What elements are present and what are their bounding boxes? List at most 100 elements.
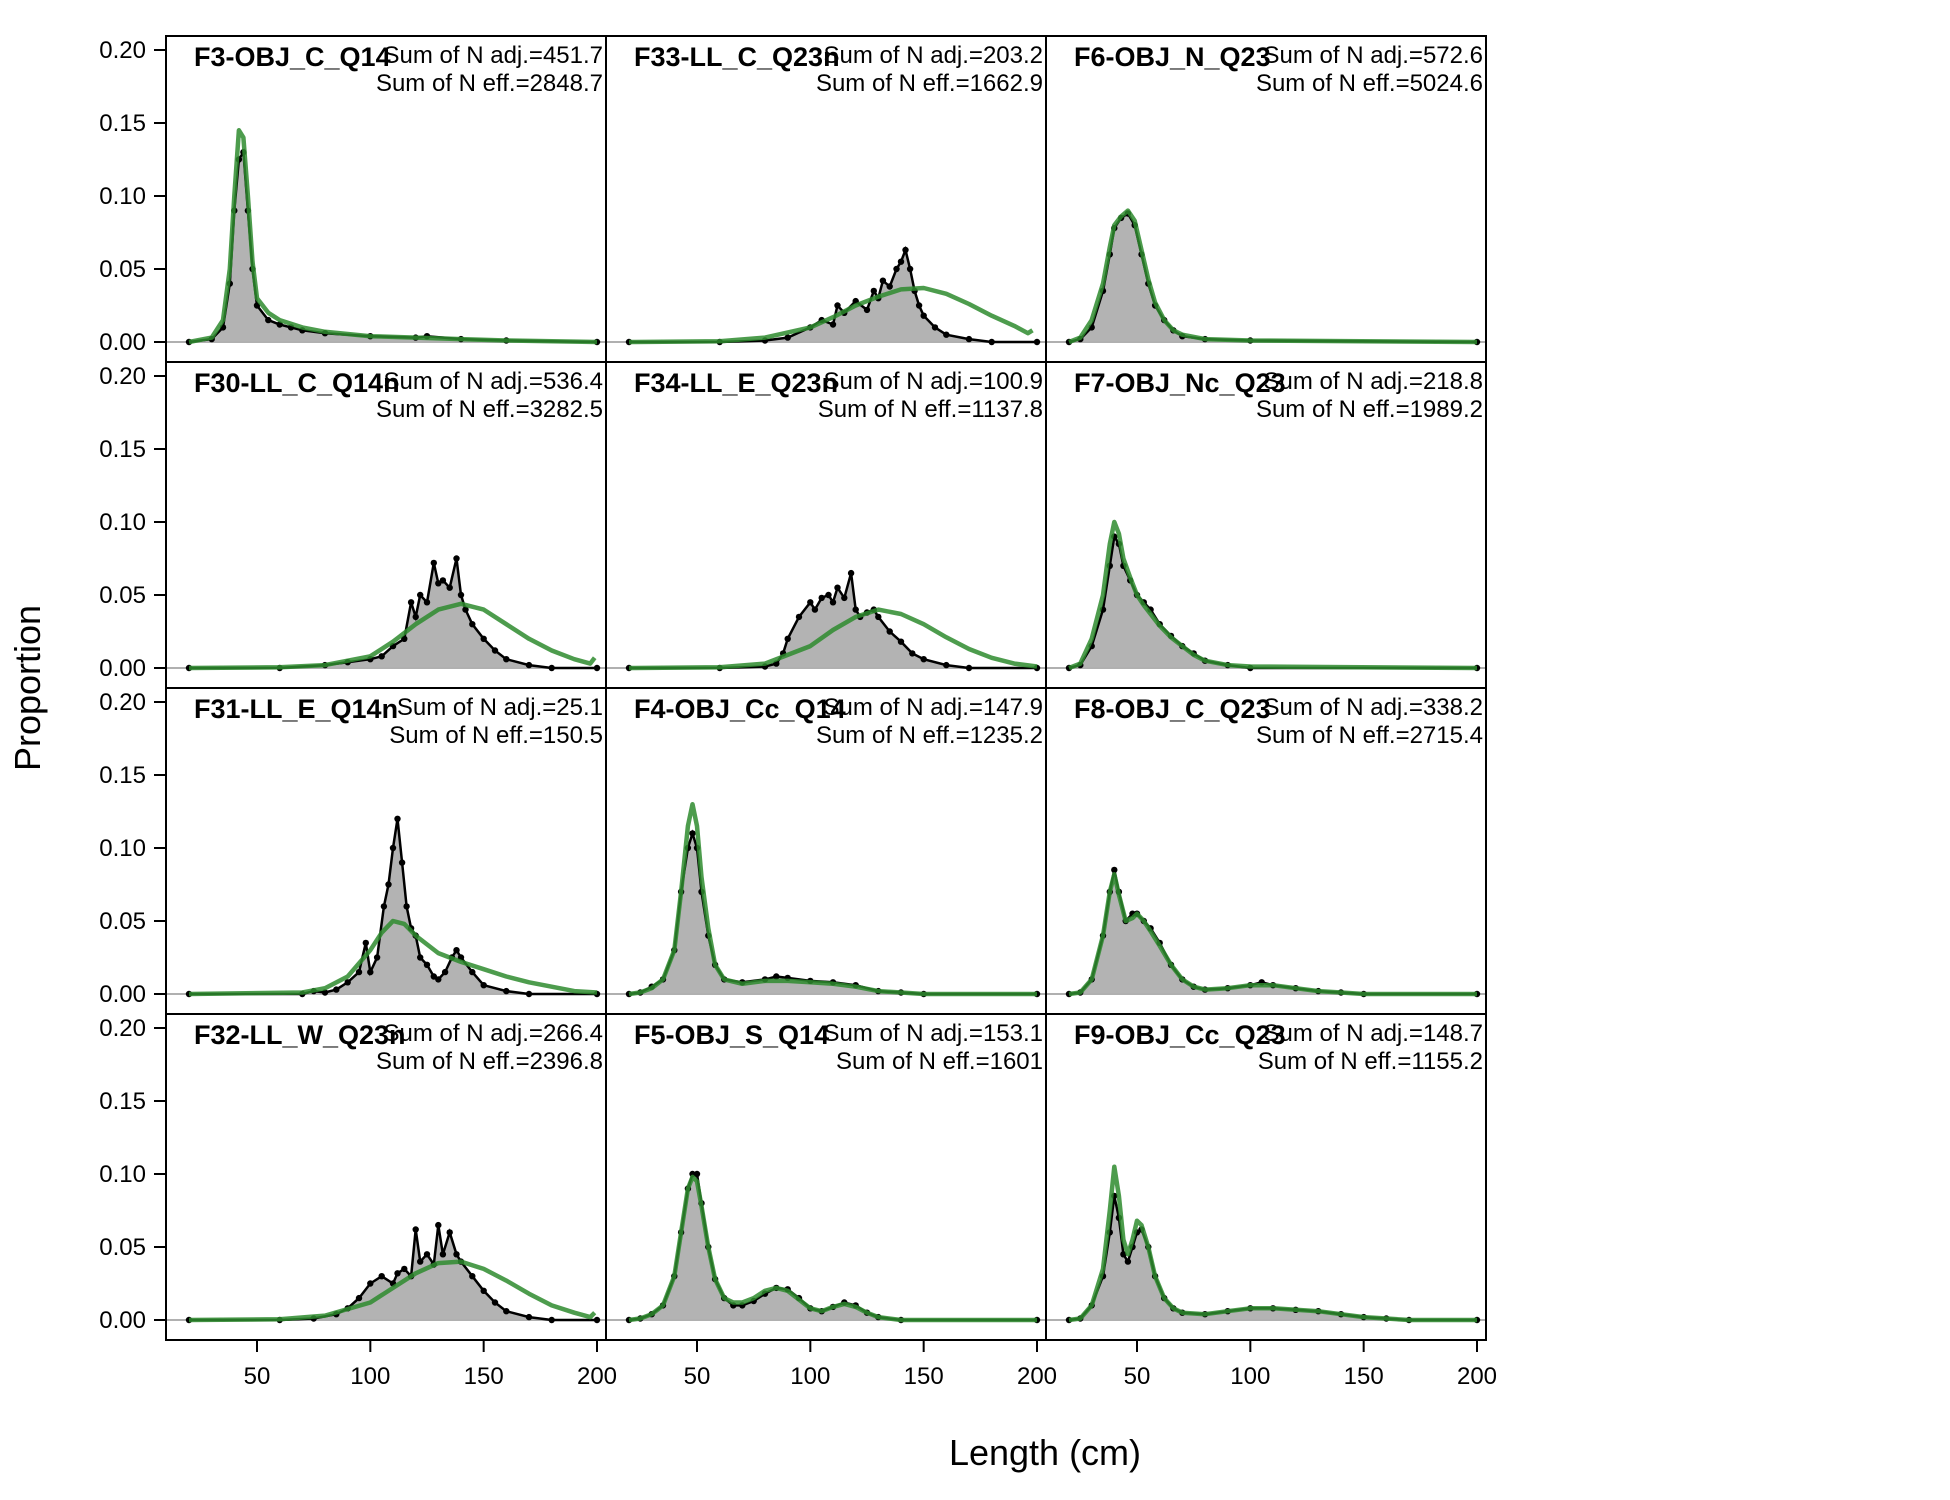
observed-point [1124,1258,1132,1265]
sum-n-adj-label: Sum of N adj.=153.1 [824,1020,1043,1047]
panel-title: F7-OBJ_Nc_Q23 [1074,368,1286,398]
observed-point [784,635,791,642]
observed-point [841,594,848,602]
y-tick-label: 0.20 [99,37,146,64]
observed-point [321,989,329,996]
expected-line [188,918,598,997]
sum-n-eff-label: Sum of N eff.=3282.5 [376,396,603,423]
expected-line [628,801,1037,997]
sum-n-eff-label: Sum of N eff.=1155.2 [1258,1048,1483,1075]
observed-area [189,818,597,994]
observed-point [1120,1251,1127,1258]
y-tick-label: 0.10 [99,1161,146,1188]
observed-point [906,265,914,273]
observed-point [879,277,887,284]
observed-point [525,1313,533,1321]
expected-line [1068,208,1478,345]
observed-point [333,986,340,993]
observed-point [548,664,555,672]
sum-n-eff-label: Sum of N eff.=1989.2 [1256,396,1483,423]
observed-point [920,312,927,319]
x-axis: 50 100 150 200 50 100 150 200 50 100 150 200 [244,1340,1497,1390]
observed-point [417,1258,424,1265]
sum-n-eff-label: Sum of N eff.=1235.2 [816,722,1043,749]
observed-point [886,628,893,635]
x-tick-label: 150 [464,1363,504,1390]
sum-n-adj-label: Sum of N adj.=147.9 [824,694,1043,721]
x-tick-label: 100 [1230,1363,1270,1390]
observed-point [693,1170,701,1178]
y-tick-label: 0.00 [99,981,146,1008]
observed-point [380,903,388,910]
observed-line [189,1224,597,1322]
observed-point [1111,866,1118,874]
y-tick-label: 0.05 [99,1234,146,1261]
sum-n-adj-label: Sum of N adj.=572.6 [1264,42,1483,69]
observed-point [548,1316,555,1324]
observed-point [435,580,442,587]
observed-point [367,1280,374,1287]
observed-point [355,968,363,976]
sum-n-adj-label: Sum of N adj.=25.1 [397,694,603,721]
observed-point [453,1251,460,1258]
observed-point [965,664,973,672]
observed-point [403,903,410,910]
sum-n-adj-label: Sum of N adj.=148.7 [1264,1020,1483,1047]
panel-title: F9-OBJ_Cc_Q23 [1074,1020,1286,1050]
observed-point [398,859,406,866]
observed-point [389,844,397,852]
x-tick-label: 200 [1017,1363,1057,1390]
observed-point [773,973,780,980]
panel-border [1045,1013,1487,1341]
expected-line [188,1259,597,1323]
x-tick-label: 200 [1457,1363,1497,1390]
expected-line [1068,519,1478,671]
observed-point [373,954,381,961]
observed-point [480,982,487,989]
observed-point [491,1299,499,1306]
y-tick-label: 0.15 [99,1088,146,1115]
expected-line [1068,1164,1477,1323]
observed-area [189,152,597,342]
expected-line [188,601,597,671]
observed-point [965,335,973,343]
y-tick-label: 0.10 [99,509,146,536]
observed-point [355,1294,363,1302]
x-axis-title: Length (cm) [949,1432,1141,1473]
y-tick-label: 0.10 [99,835,146,862]
panel-title: F31-LL_E_Q14n [194,694,398,724]
observed-point [897,638,905,645]
observed-point [847,569,855,577]
observed-point [344,979,351,986]
observed-point [503,987,510,995]
observed-point [385,881,392,888]
observed-point [593,1316,601,1324]
observed-point [435,1221,442,1229]
observed-point [852,606,859,613]
sum-n-eff-label: Sum of N eff.=1137.8 [818,396,1043,423]
y-tick-label: 0.15 [99,762,146,789]
panel-title: F33-LL_C_Q23n [634,42,840,72]
observed-point [807,599,814,606]
observed-point [943,331,950,338]
expected-line [1068,872,1477,997]
sum-n-eff-label: Sum of N eff.=2715.4 [1256,722,1483,749]
y-tick-label: 0.10 [99,183,146,210]
observed-point [441,968,449,976]
panel-title: F30-LL_C_Q14n [194,368,400,398]
observed-point [439,577,447,584]
observed-point [902,246,909,254]
observed-point [875,613,882,621]
observed-point [525,990,533,998]
sum-n-eff-label: Sum of N eff.=5024.6 [1256,70,1483,97]
observed-area [189,1225,597,1320]
observed-point [886,283,893,290]
